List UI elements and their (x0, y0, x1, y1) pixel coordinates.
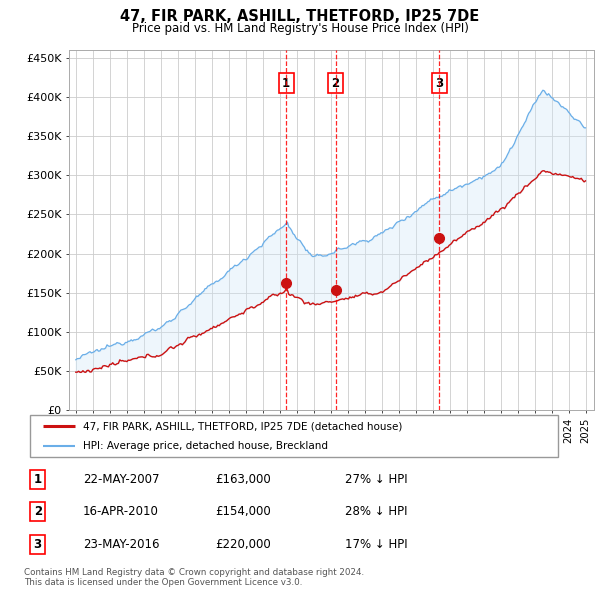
Text: 23-MAY-2016: 23-MAY-2016 (83, 538, 160, 551)
Text: 47, FIR PARK, ASHILL, THETFORD, IP25 7DE: 47, FIR PARK, ASHILL, THETFORD, IP25 7DE (121, 9, 479, 24)
Text: Price paid vs. HM Land Registry's House Price Index (HPI): Price paid vs. HM Land Registry's House … (131, 22, 469, 35)
Text: 2: 2 (34, 505, 42, 518)
Text: 27% ↓ HPI: 27% ↓ HPI (345, 473, 408, 486)
Text: 3: 3 (435, 77, 443, 90)
Text: HPI: Average price, detached house, Breckland: HPI: Average price, detached house, Brec… (83, 441, 328, 451)
Text: 3: 3 (34, 538, 42, 551)
FancyBboxPatch shape (30, 415, 558, 457)
Text: 17% ↓ HPI: 17% ↓ HPI (345, 538, 408, 551)
Text: 28% ↓ HPI: 28% ↓ HPI (345, 505, 407, 518)
Text: Contains HM Land Registry data © Crown copyright and database right 2024.
This d: Contains HM Land Registry data © Crown c… (24, 568, 364, 587)
Text: 47, FIR PARK, ASHILL, THETFORD, IP25 7DE (detached house): 47, FIR PARK, ASHILL, THETFORD, IP25 7DE… (83, 421, 402, 431)
Text: 22-MAY-2007: 22-MAY-2007 (83, 473, 160, 486)
Text: £163,000: £163,000 (215, 473, 271, 486)
Text: 2: 2 (332, 77, 340, 90)
Text: 16-APR-2010: 16-APR-2010 (83, 505, 159, 518)
Text: £220,000: £220,000 (215, 538, 271, 551)
Text: £154,000: £154,000 (215, 505, 271, 518)
Text: 1: 1 (282, 77, 290, 90)
Text: 1: 1 (34, 473, 42, 486)
